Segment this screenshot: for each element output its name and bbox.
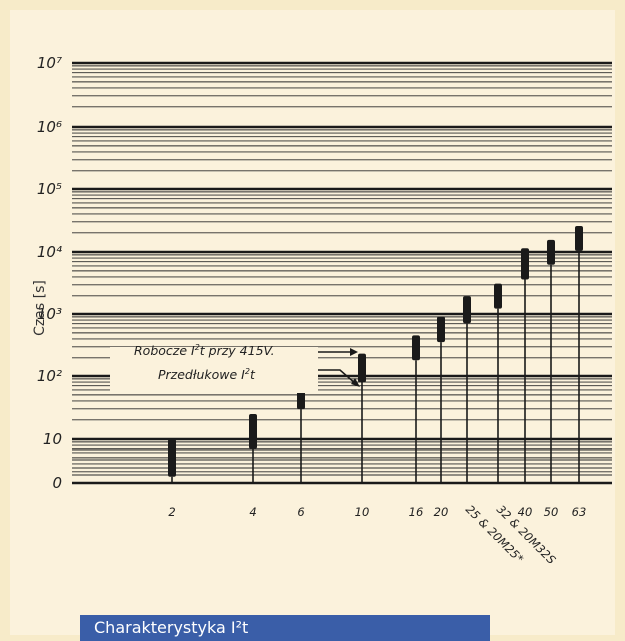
x-tick-label: 40 [518, 505, 533, 519]
arrow-prearcing [308, 369, 357, 385]
x-tick-label: 20 [434, 505, 449, 519]
chart-panel: 0 10 10² 10³ 10⁴ 10⁵ 10⁶ 10⁷ 2 4 6 10 16 20 25 & 20M2… [10, 10, 615, 635]
range-bar-50 [547, 239, 555, 265]
range-bar-4 [249, 414, 257, 449]
annotation-working: Robocze I2t przy 415V. [134, 343, 275, 359]
y-tick-label: 10² [37, 367, 62, 385]
range-bar-2520M25 [463, 296, 471, 324]
x-tick-label: 63 [572, 505, 587, 519]
range-bars [168, 225, 583, 483]
annotation-box [110, 347, 318, 393]
y-tick-label: 10³ [37, 305, 62, 323]
range-bar-63 [575, 225, 583, 251]
x-tick-label: 10 [355, 505, 370, 519]
y-tick-label: 10⁵ [37, 180, 62, 198]
y-tick-labels: 0 10 10² 10³ 10⁴ 10⁵ 10⁶ 10⁷ [37, 54, 62, 492]
x-tick-label: 16 [409, 505, 424, 519]
caption-bar: Charakterystyka I²t [80, 615, 490, 641]
range-bar-2 [168, 439, 176, 477]
range-bar-3220M32S [494, 283, 502, 309]
range-bar-10 [358, 353, 366, 383]
x-tick-label: 4 [249, 505, 256, 519]
annotation-prearcing: Przedłukowe I2t [158, 367, 255, 383]
y-tick-label: 0 [52, 474, 62, 492]
y-tick-label: 10⁷ [37, 54, 62, 72]
arrow-head-prearcing [351, 378, 360, 387]
range-bar-16 [412, 335, 420, 361]
range-bar-20 [437, 316, 445, 343]
range-bar-40 [521, 248, 529, 280]
arrow-head-working [350, 348, 358, 356]
y-tick-label: 10 [43, 430, 62, 448]
x-tick-label: 2 [168, 505, 175, 519]
y-axis-label: Czas [s] [32, 280, 48, 336]
grid-lines [72, 61, 612, 485]
x-tick-label: 50 [544, 505, 559, 519]
caption-text: Charakterystyka I²t [94, 618, 249, 637]
x-tick-label: 6 [297, 505, 304, 519]
y-tick-label: 10⁶ [37, 118, 62, 136]
y-tick-label: 10⁴ [37, 243, 62, 261]
